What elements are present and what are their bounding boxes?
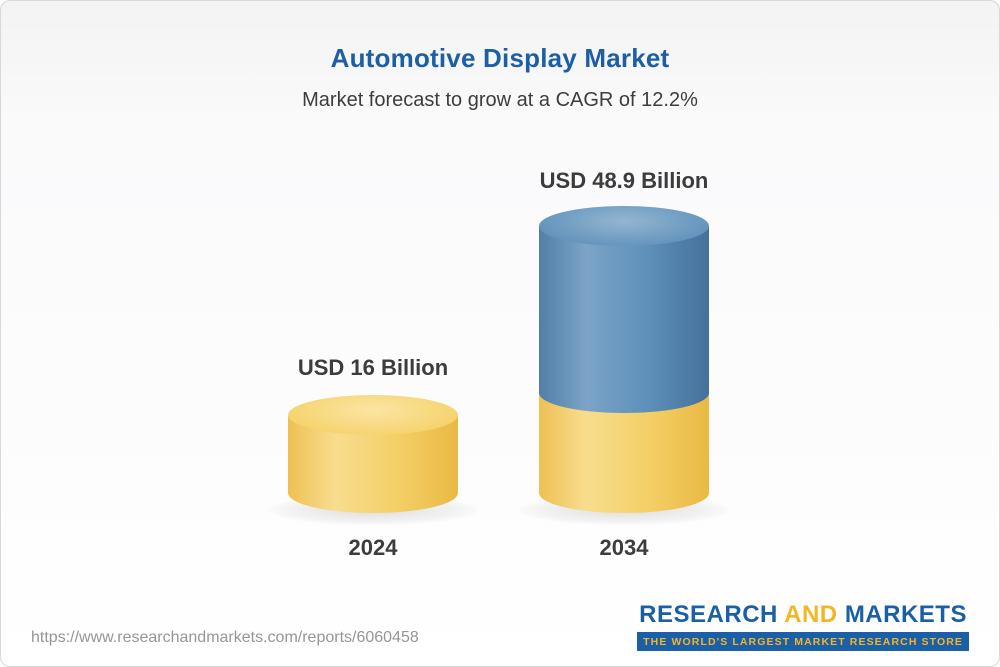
- value-label-2024: USD 16 Billion: [297, 355, 449, 380]
- research-and-markets-logo: RESEARCH AND MARKETS THE WORLD'S LARGEST…: [637, 601, 969, 651]
- logo-word-markets: MARKETS: [844, 601, 967, 628]
- report-url[interactable]: https://www.researchandmarkets.com/repor…: [31, 629, 419, 646]
- category-label-2024: 2024: [348, 535, 398, 560]
- value-label-2034: USD 48.9 Billion: [539, 168, 709, 193]
- page-title: Automotive Display Market: [330, 43, 670, 73]
- page-subtitle: Market forecast to grow at a CAGR of 12.…: [302, 89, 698, 111]
- logo-wordmark: RESEARCH AND MARKETS: [637, 601, 969, 629]
- bar-2034-cylinder-top: [539, 206, 709, 246]
- bar-2034-growth-segment: [539, 226, 709, 413]
- logo-word-research: RESEARCH: [639, 601, 778, 628]
- bar-2024-cylinder-top: [288, 395, 458, 435]
- bar-2034-base-segment: [539, 393, 709, 513]
- logo-tagline: THE WORLD'S LARGEST MARKET RESEARCH STOR…: [637, 632, 969, 651]
- category-label-2034: 2034: [599, 535, 649, 560]
- logo-word-and: AND: [784, 601, 838, 628]
